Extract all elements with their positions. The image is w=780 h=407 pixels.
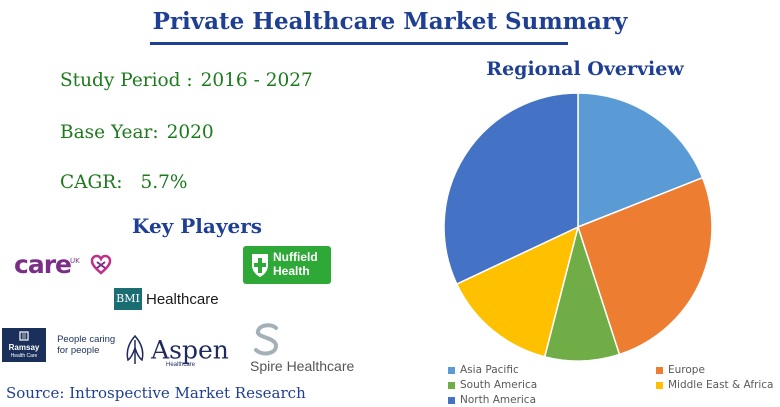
legend-label: Middle East & Africa — [668, 379, 774, 391]
cagr: CAGR: 5.7% — [60, 172, 187, 193]
base-year: Base Year: 2020 — [60, 122, 214, 143]
heart-icon — [90, 254, 112, 275]
spire-healthcare-logo: Spire Healthcare — [250, 322, 354, 374]
legend-swatch — [448, 366, 455, 374]
care-uk-superscript: UK — [70, 257, 80, 265]
ramsay-tagline: People caring for people — [57, 334, 127, 356]
legend-item: South America — [448, 379, 537, 391]
pie-slice-north-america — [443, 92, 579, 286]
nuffield-health-logo: Nuffield Health — [243, 246, 331, 284]
ramsay-name: Ramsay — [8, 343, 40, 352]
study-period-label: Study Period : — [60, 70, 193, 91]
legend-item: Asia Pacific — [448, 364, 519, 376]
nuffield-line-2: Health — [273, 264, 310, 278]
legend-item: Europe — [656, 364, 705, 376]
ramsay-health-care-logo: Ramsay Health Care People caring for peo… — [2, 328, 127, 362]
ramsay-emblem-icon — [19, 331, 29, 341]
legend-swatch — [656, 366, 663, 374]
study-period-value: 2016 - 2027 — [200, 70, 313, 91]
title-underline — [150, 42, 568, 45]
bmi-healthcare-logo: BMI Healthcare — [114, 288, 219, 310]
ramsay-tagline-2: for people — [57, 345, 100, 356]
shield-cross-icon — [252, 254, 268, 277]
legend-swatch — [448, 381, 455, 389]
ramsay-sub: Health Care — [10, 353, 38, 359]
bmi-mark: BMI — [114, 288, 142, 310]
aspen-leaf-icon — [126, 334, 144, 364]
ramsay-mark: Ramsay Health Care — [2, 328, 46, 362]
key-players-heading: Key Players — [132, 214, 262, 238]
pie-slice-middle-east-africa — [455, 225, 580, 358]
source-note: Source: Introspective Market Research — [6, 384, 306, 402]
base-year-label: Base Year: — [60, 122, 159, 143]
care-uk-logo: care UK — [14, 250, 112, 279]
legend-item: Middle East & Africa — [656, 379, 774, 391]
page-title: Private Healthcare Market Summary — [152, 8, 628, 35]
pie-slice-asia-pacific — [577, 92, 704, 229]
bmi-wordmark: Healthcare — [146, 290, 219, 308]
aspen-sub: Healthcare — [166, 362, 196, 368]
study-period: Study Period : 2016 - 2027 — [60, 70, 313, 91]
legend-swatch — [448, 396, 455, 404]
aspen-wordmark: Aspen — [151, 335, 229, 365]
legend-label: South America — [460, 379, 538, 391]
legend-label: Asia Pacific — [460, 364, 519, 376]
spire-s-icon — [254, 323, 279, 356]
chart-title: Regional Overview — [486, 58, 684, 80]
legend-swatch — [656, 381, 663, 389]
legend-item: North America — [448, 394, 536, 406]
pie-chart — [443, 92, 713, 362]
cagr-label: CAGR: — [60, 172, 123, 193]
legend-label: North America — [460, 394, 537, 406]
ramsay-tagline-1: People caring — [57, 334, 116, 345]
spire-wordmark: Spire Healthcare — [250, 358, 355, 374]
legend-label: Europe — [668, 364, 705, 376]
aspen-healthcare-logo: Aspen Healthcare — [124, 334, 229, 368]
nuffield-line-1: Nuffield — [273, 250, 318, 264]
cagr-value: 5.7% — [140, 172, 188, 193]
base-year-value: 2020 — [166, 122, 214, 143]
pie-slice-europe — [577, 176, 713, 356]
care-uk-wordmark: care — [14, 250, 72, 279]
